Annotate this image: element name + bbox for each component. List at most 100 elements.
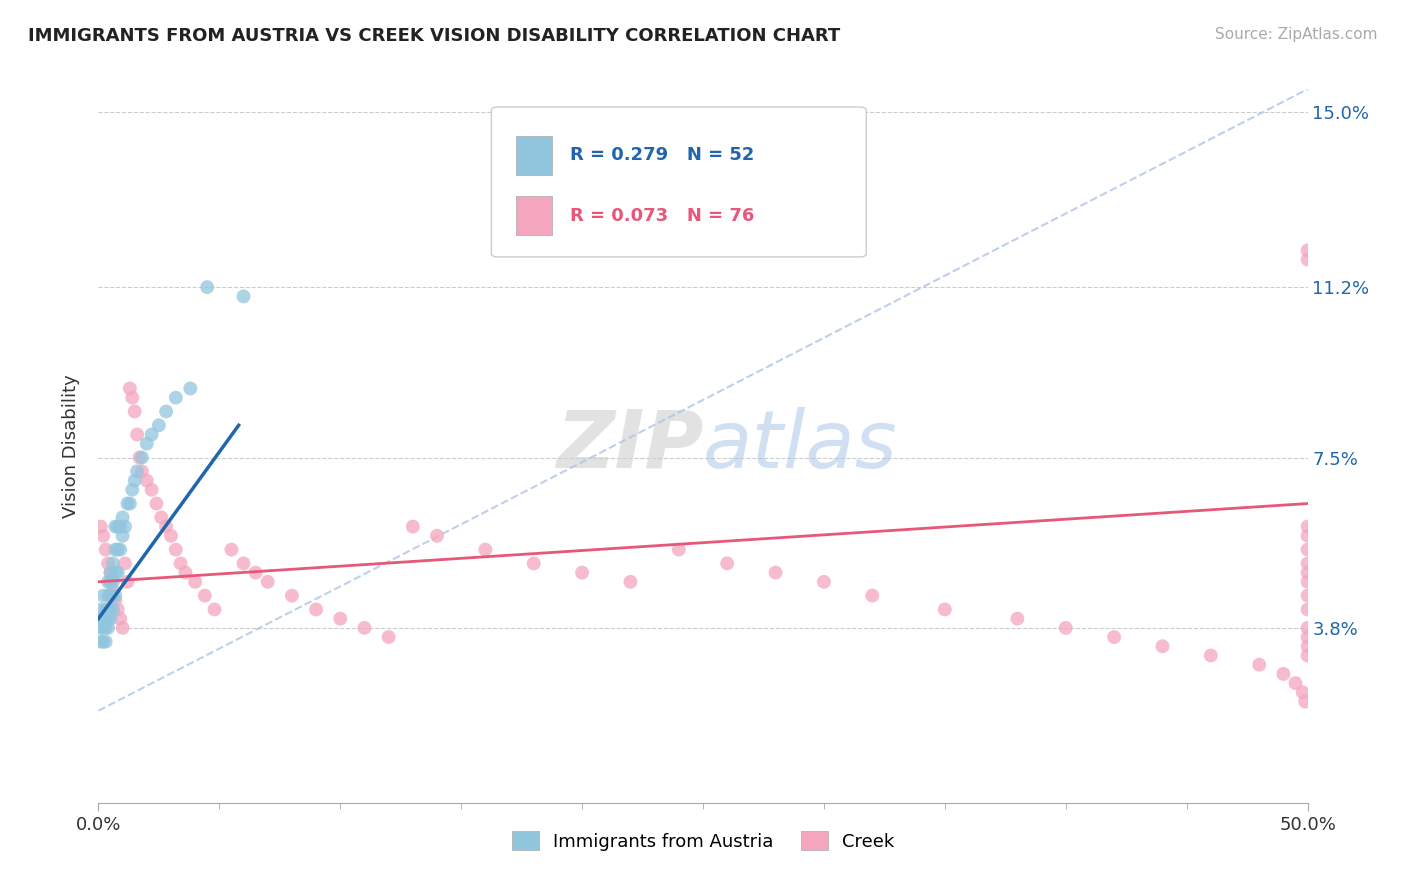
- Point: [1294, 694, 1316, 708]
- Point: [94, 621, 117, 635]
- Point: [90, 602, 112, 616]
- Point: [174, 566, 197, 580]
- Point: [1054, 621, 1077, 635]
- Point: [1272, 666, 1295, 681]
- Point: [127, 427, 149, 442]
- Point: [934, 602, 956, 616]
- Point: [117, 574, 139, 589]
- Point: [90, 621, 112, 635]
- Point: [135, 474, 157, 488]
- Point: [179, 381, 201, 395]
- Point: [165, 542, 187, 557]
- Point: [813, 574, 835, 589]
- Point: [94, 634, 117, 648]
- Point: [150, 510, 173, 524]
- Point: [90, 634, 112, 648]
- Point: [716, 557, 738, 571]
- Point: [97, 621, 120, 635]
- Point: [1296, 648, 1319, 663]
- Point: [523, 557, 546, 571]
- Point: [155, 519, 177, 533]
- Point: [160, 529, 183, 543]
- Point: [131, 450, 153, 465]
- Point: [256, 574, 278, 589]
- Text: Source: ZipAtlas.com: Source: ZipAtlas.com: [1215, 27, 1378, 42]
- Point: [245, 566, 267, 580]
- FancyBboxPatch shape: [492, 107, 866, 257]
- Point: [97, 589, 120, 603]
- Point: [91, 529, 114, 543]
- Point: [232, 557, 254, 571]
- Point: [97, 612, 120, 626]
- Point: [100, 612, 122, 626]
- Point: [114, 557, 136, 571]
- Point: [101, 602, 124, 616]
- Text: R = 0.279   N = 52: R = 0.279 N = 52: [569, 146, 755, 164]
- Point: [1296, 519, 1319, 533]
- Point: [204, 602, 226, 616]
- Point: [104, 542, 127, 557]
- Point: [1296, 640, 1319, 654]
- Point: [100, 566, 122, 580]
- Point: [155, 404, 177, 418]
- Point: [111, 529, 134, 543]
- Point: [107, 542, 129, 557]
- Point: [305, 602, 328, 616]
- Point: [1199, 648, 1222, 663]
- Point: [101, 574, 124, 589]
- Point: [1284, 676, 1306, 690]
- Point: [94, 612, 117, 626]
- Point: [232, 289, 254, 303]
- Point: [281, 589, 304, 603]
- Point: [194, 589, 217, 603]
- Point: [1296, 574, 1319, 589]
- Point: [94, 602, 117, 616]
- Point: [100, 589, 122, 603]
- Point: [107, 566, 129, 580]
- Point: [1292, 685, 1315, 699]
- Point: [114, 519, 136, 533]
- Point: [90, 519, 112, 533]
- Point: [169, 557, 191, 571]
- Point: [1296, 557, 1319, 571]
- Point: [91, 589, 114, 603]
- Point: [117, 497, 139, 511]
- Point: [426, 529, 449, 543]
- Point: [1296, 589, 1319, 603]
- Point: [1007, 612, 1029, 626]
- Point: [104, 566, 127, 580]
- Point: [131, 464, 153, 478]
- Point: [100, 574, 122, 589]
- Point: [91, 621, 114, 635]
- Point: [121, 391, 143, 405]
- Point: [353, 621, 375, 635]
- Point: [104, 593, 127, 607]
- Point: [668, 542, 690, 557]
- Point: [91, 612, 114, 626]
- Point: [1249, 657, 1271, 672]
- Point: [108, 519, 131, 533]
- Point: [107, 519, 129, 533]
- Point: [108, 612, 131, 626]
- Point: [860, 589, 883, 603]
- Point: [141, 427, 163, 442]
- Point: [402, 519, 425, 533]
- Point: [148, 418, 170, 433]
- Point: [97, 574, 120, 589]
- Point: [94, 542, 117, 557]
- Point: [571, 566, 593, 580]
- Point: [145, 497, 167, 511]
- Point: [104, 519, 127, 533]
- Point: [108, 542, 131, 557]
- Bar: [516, 196, 551, 235]
- Text: IMMIGRANTS FROM AUSTRIA VS CREEK VISION DISABILITY CORRELATION CHART: IMMIGRANTS FROM AUSTRIA VS CREEK VISION …: [28, 27, 841, 45]
- Text: R = 0.073   N = 76: R = 0.073 N = 76: [569, 207, 755, 225]
- Point: [1296, 602, 1319, 616]
- Point: [101, 584, 124, 599]
- Point: [1296, 630, 1319, 644]
- Point: [474, 542, 496, 557]
- Point: [121, 483, 143, 497]
- Point: [90, 612, 112, 626]
- Point: [377, 630, 399, 644]
- Y-axis label: Vision Disability: Vision Disability: [62, 374, 80, 518]
